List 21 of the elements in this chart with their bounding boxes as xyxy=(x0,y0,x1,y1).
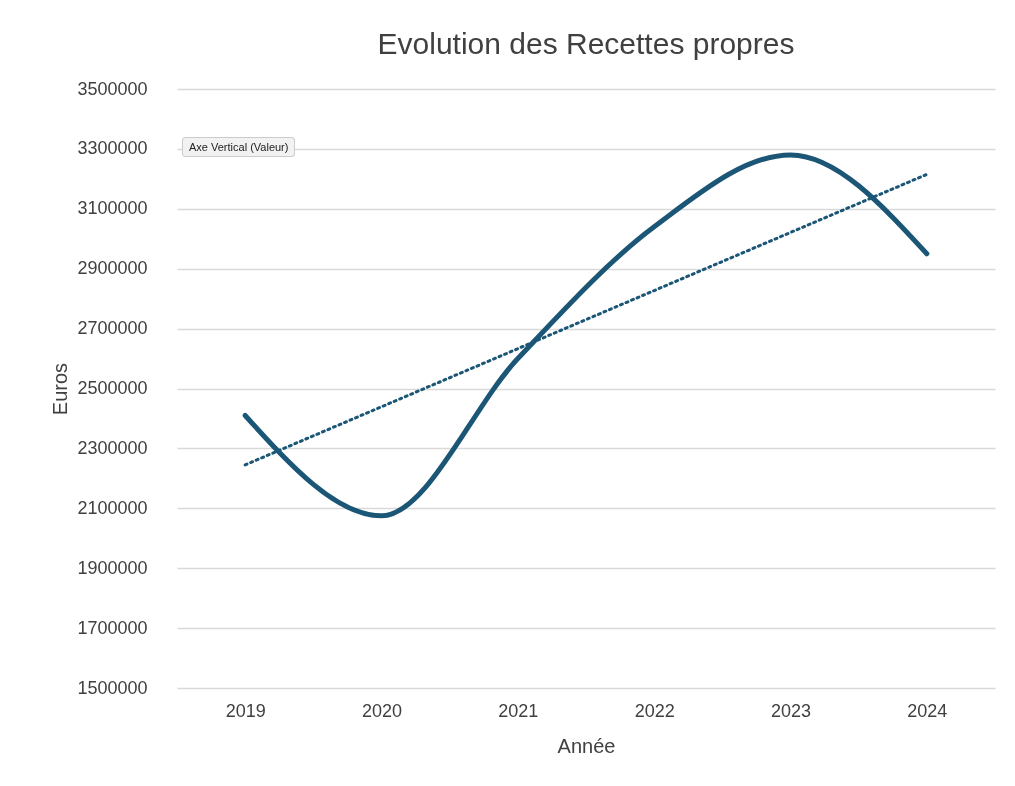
x-tick-label: 2024 xyxy=(907,700,948,721)
y-tick-label: 2300000 xyxy=(77,437,148,458)
y-tick-label: 2100000 xyxy=(77,497,148,518)
y-tick-label: 2900000 xyxy=(77,258,148,279)
y-tick-label: 3300000 xyxy=(77,138,148,159)
x-tick-label: 2023 xyxy=(770,700,812,721)
y-tick-label: 2700000 xyxy=(77,318,148,339)
tooltip-note: Axe Vertical (Valeur) xyxy=(182,137,296,157)
x-tick-label: 2021 xyxy=(498,700,539,721)
y-tick-label: 1900000 xyxy=(77,557,148,578)
y-tick-label: 2500000 xyxy=(77,378,148,398)
x-axis-title: Année xyxy=(557,734,616,757)
x-tick-label: 2020 xyxy=(361,700,403,721)
chart-title: Evolution des Recettes propres xyxy=(377,27,795,60)
y-tick-label: 3100000 xyxy=(77,198,148,219)
y-tick-label: 3500000 xyxy=(77,78,148,99)
x-tick-label: 2019 xyxy=(225,700,266,721)
y-tick-label: 1500000 xyxy=(77,677,148,698)
y-tick-label: 1700000 xyxy=(77,617,148,638)
y-axis-title: Euros xyxy=(49,362,72,416)
x-tick-label: 2022 xyxy=(634,700,675,721)
